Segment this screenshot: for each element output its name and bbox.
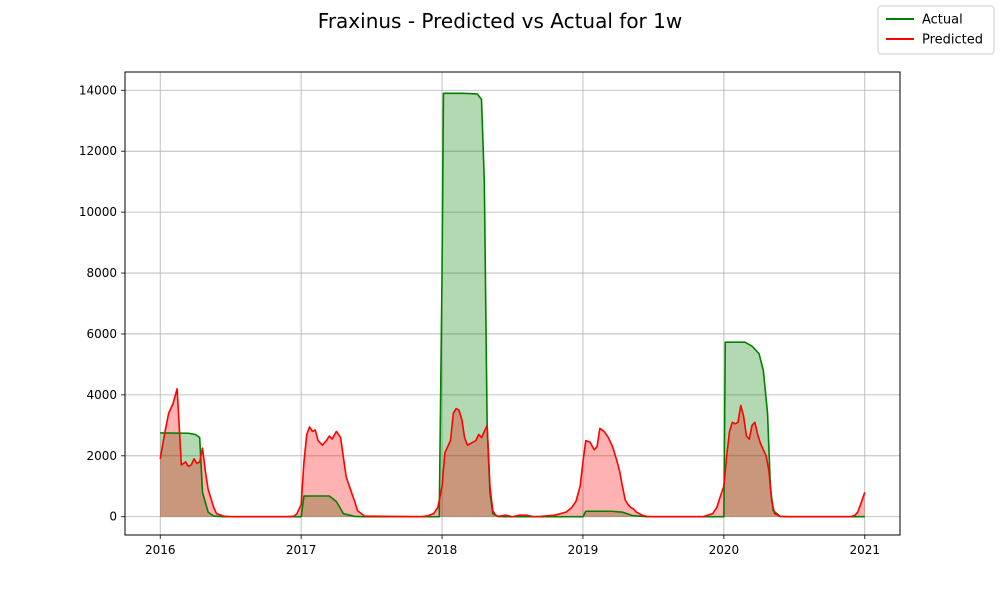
y-tick-label: 0 bbox=[109, 510, 117, 524]
y-tick-label: 10000 bbox=[79, 205, 117, 219]
predicted-area bbox=[160, 388, 865, 517]
y-tick-label: 12000 bbox=[79, 144, 117, 158]
legend: Actual Predicted bbox=[877, 5, 995, 55]
chart-title: Fraxinus - Predicted vs Actual for 1w bbox=[318, 9, 682, 33]
y-tick-label: 14000 bbox=[79, 83, 117, 97]
x-axis: 2016 2017 2018 2019 2020 2021 bbox=[145, 535, 880, 557]
y-tick-label: 8000 bbox=[86, 266, 117, 280]
predicted-line bbox=[159, 387, 866, 518]
x-tick-label: 2021 bbox=[849, 543, 880, 557]
y-tick-label: 4000 bbox=[86, 388, 117, 402]
plot-area-frame bbox=[124, 71, 901, 536]
series-lines bbox=[159, 92, 866, 518]
x-tick-label: 2019 bbox=[568, 543, 599, 557]
y-tick-label: 6000 bbox=[86, 327, 117, 341]
legend-label-predicted: Predicted bbox=[922, 33, 983, 48]
x-tick-label: 2017 bbox=[286, 543, 317, 557]
series-fills bbox=[160, 93, 865, 517]
y-axis: 0 2000 4000 6000 8000 10000 12000 14000 bbox=[79, 83, 125, 524]
grid-lines bbox=[125, 72, 900, 535]
x-tick-label: 2016 bbox=[145, 543, 176, 557]
legend-label-actual: Actual bbox=[922, 13, 963, 28]
x-tick-label: 2018 bbox=[427, 543, 458, 557]
x-tick-label: 2020 bbox=[709, 543, 740, 557]
y-tick-label: 2000 bbox=[86, 449, 117, 463]
